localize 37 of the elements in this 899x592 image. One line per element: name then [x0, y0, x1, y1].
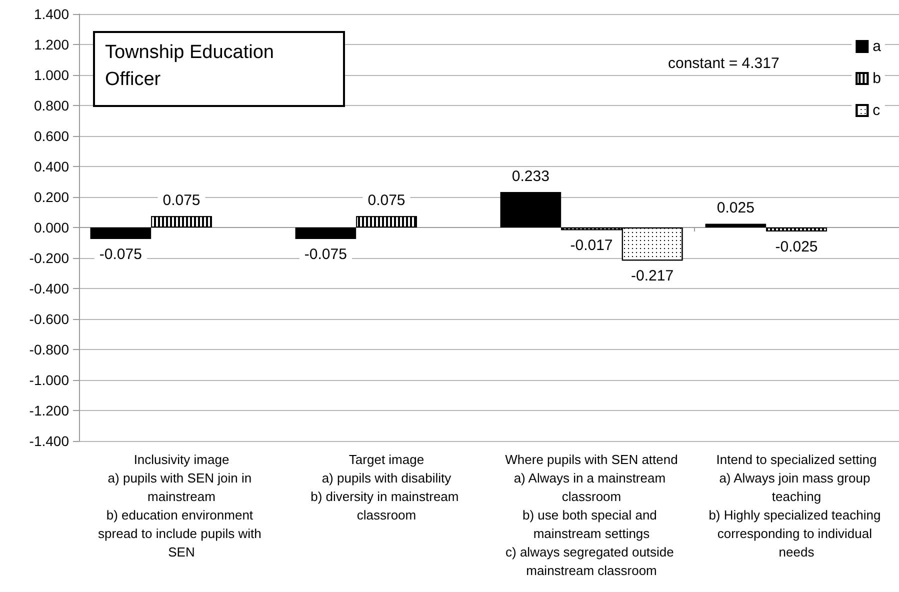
y-tick-label: -1.400: [29, 433, 70, 449]
y-tick-label: 0.600: [34, 128, 70, 144]
y-tick-label: -0.600: [29, 311, 70, 327]
data-label: 0.075: [162, 192, 200, 210]
x-tick-label: Intend to specialized setting a) Always join mass group teaching b) Highly specialized teaching corresponding to individual needs: [708, 452, 884, 560]
bar: [90, 228, 152, 239]
data-label: -0.025: [775, 238, 818, 256]
y-tick-label: 0.400: [34, 158, 70, 174]
data-label: -0.075: [99, 246, 142, 263]
bar: [295, 228, 356, 239]
y-tick-label: -0.800: [29, 342, 70, 358]
x-tick-label: Target image a) pupils with disability b) diversity in mainstream classroom: [310, 452, 462, 522]
text: Township Education Officer: [105, 41, 275, 92]
data-label: -0.017: [570, 237, 613, 254]
y-tick-label: 0.000: [34, 220, 70, 236]
bar: [500, 192, 562, 228]
y-tick-label: -1.000: [29, 372, 70, 388]
y-tick-label: 1.400: [34, 6, 70, 22]
bar: [705, 224, 766, 228]
data-label: 0.025: [716, 200, 754, 217]
y-tick-label: 0.800: [34, 98, 70, 114]
data-label: -0.075: [304, 246, 347, 263]
x-tick-label: Inclusivity image a) pupils with SEN join in mainstream b) education environment spread to include pupils with SEN: [98, 452, 265, 560]
annotation: constant = 4.317: [668, 55, 780, 72]
y-tick-label: 1.000: [34, 67, 70, 83]
data-label: -0.217: [631, 268, 674, 285]
data-label: 0.075: [368, 192, 406, 210]
legend-label: b: [872, 70, 881, 87]
legend-label: c: [872, 102, 881, 119]
y-tick-label: 1.200: [34, 36, 70, 52]
y-tick-label: 0.200: [34, 189, 70, 205]
y-tick-label: -0.200: [29, 250, 70, 266]
data-label: 0.233: [512, 168, 550, 185]
x-tick-label: Where pupils with SEN attend a) Always in a mainstream classroom b) use both special and mainstream settings c) always segregated outside mainstream classroom: [505, 452, 678, 578]
y-tick-label: -1.200: [29, 402, 70, 418]
legend-label: a: [872, 38, 882, 55]
y-tick-label: -0.400: [29, 280, 70, 296]
